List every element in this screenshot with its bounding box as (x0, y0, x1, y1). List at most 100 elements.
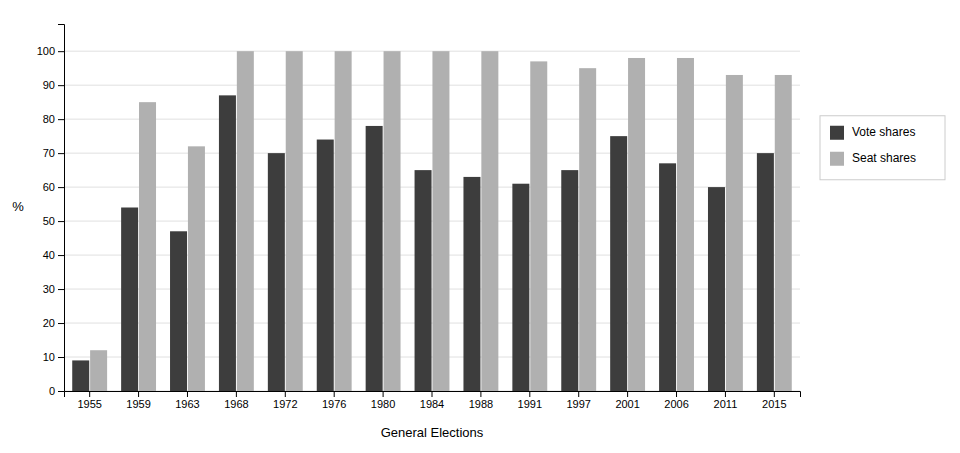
x-tick-mark (138, 391, 139, 397)
x-tick-mark (334, 391, 335, 397)
x-tick: 1980 (371, 391, 395, 410)
x-tick: 1988 (469, 391, 493, 410)
bar (708, 187, 725, 391)
y-tick: 90 (43, 79, 64, 91)
y-tick-label: 70 (43, 147, 55, 159)
x-tick-mark (676, 391, 677, 397)
chart-container: 1955 1959 1963 1968 1972 1976 1980 1984 1988 1991… (0, 0, 960, 453)
bar (317, 140, 334, 391)
x-tick: 1997 (566, 391, 590, 410)
x-tick-mark (383, 391, 384, 397)
y-tick-label: 100 (37, 45, 55, 57)
bar (384, 51, 401, 391)
bar (463, 177, 480, 391)
bar (415, 170, 432, 391)
x-tick-mark (725, 391, 726, 397)
y-axis-line (58, 25, 65, 392)
chart: 1955 1959 1963 1968 1972 1976 1980 1984 1988 1991… (0, 0, 960, 453)
bar (139, 102, 156, 391)
bar (512, 184, 529, 391)
x-axis: 1955 1959 1963 1968 1972 1976 1980 1984 1988 1991… (65, 391, 801, 410)
plot: 1955 1959 1963 1968 1972 1976 1980 1984 1988 1991… (37, 25, 801, 410)
x-tick-label: 1955 (77, 398, 101, 410)
grid-line (64, 51, 800, 52)
x-tick: 1959 (126, 391, 150, 410)
y-tick: 30 (43, 283, 64, 295)
y-tick: 20 (43, 317, 64, 329)
y-axis: 0 10 20 30 40 50 60 70 80 90 100 (37, 25, 65, 398)
x-tick-label: 2001 (615, 398, 639, 410)
y-tick: 80 (43, 113, 64, 125)
y-tick-mark (58, 255, 64, 256)
x-tick-label: 2015 (762, 398, 786, 410)
bar (610, 136, 627, 391)
y-tick: 50 (43, 215, 64, 227)
x-tick: 1955 (77, 391, 101, 410)
bar (726, 75, 743, 391)
bar (268, 153, 285, 391)
x-tick-mark (89, 391, 90, 397)
x-tick-label: 1997 (566, 398, 590, 410)
bar (170, 231, 187, 391)
legend-frame (820, 116, 945, 180)
y-tick-label: 10 (43, 351, 55, 363)
y-tick-mark (58, 119, 64, 120)
bar (90, 350, 107, 391)
bar-series (72, 95, 774, 391)
x-tick-label: 1959 (126, 398, 150, 410)
bar (188, 146, 205, 391)
x-tick-label: 1988 (469, 398, 493, 410)
y-tick: 60 (43, 181, 64, 193)
y-tick-mark (58, 391, 64, 392)
y-tick-label: 30 (43, 283, 55, 295)
legend-swatch (830, 152, 844, 166)
bar-series (90, 51, 792, 391)
x-tick-mark (774, 391, 775, 397)
x-tick-mark (529, 391, 530, 397)
legend-label: Vote shares (852, 125, 915, 139)
x-tick: 1972 (273, 391, 297, 410)
y-tick-mark (58, 221, 64, 222)
x-tick-label: 1968 (224, 398, 248, 410)
x-tick-label: 2011 (714, 398, 738, 410)
y-tick-label: 80 (43, 113, 55, 125)
bar (432, 51, 449, 391)
legend-item: Seat shares (830, 151, 916, 166)
bar (72, 360, 89, 391)
bar (237, 51, 254, 391)
bar (677, 58, 694, 391)
grid (64, 51, 800, 391)
bar (561, 170, 578, 391)
x-axis-title: General Elections (381, 425, 484, 440)
y-tick-label: 90 (43, 79, 55, 91)
x-tick-label: 2006 (664, 398, 688, 410)
y-tick: 70 (43, 147, 64, 159)
x-tick: 1991 (518, 391, 542, 410)
legend: Vote shares Seat shares (820, 116, 945, 180)
y-tick-mark (58, 153, 64, 154)
y-tick-label: 0 (49, 385, 55, 397)
bar (579, 68, 596, 391)
x-tick-label: 1976 (322, 398, 346, 410)
y-tick-mark (58, 51, 64, 52)
bar (757, 153, 774, 391)
y-tick-mark (58, 323, 64, 324)
legend-item: Vote shares (830, 125, 915, 140)
bar (659, 163, 676, 391)
x-tick: 1976 (322, 391, 346, 410)
x-tick-mark (236, 391, 237, 397)
y-tick-label: 40 (43, 249, 55, 261)
x-axis-line (65, 392, 801, 398)
x-tick-mark (627, 391, 628, 397)
x-tick-label: 1963 (175, 398, 199, 410)
bar (219, 95, 236, 391)
x-tick-label: 1984 (420, 398, 444, 410)
legend-swatch (830, 126, 844, 140)
x-tick: 1963 (175, 391, 199, 410)
y-tick-label: 50 (43, 215, 55, 227)
x-tick-label: 1991 (518, 398, 542, 410)
x-tick-label: 1980 (371, 398, 395, 410)
y-tick: 0 (49, 385, 64, 397)
y-tick-mark (58, 357, 64, 358)
x-tick-label: 1972 (273, 398, 297, 410)
